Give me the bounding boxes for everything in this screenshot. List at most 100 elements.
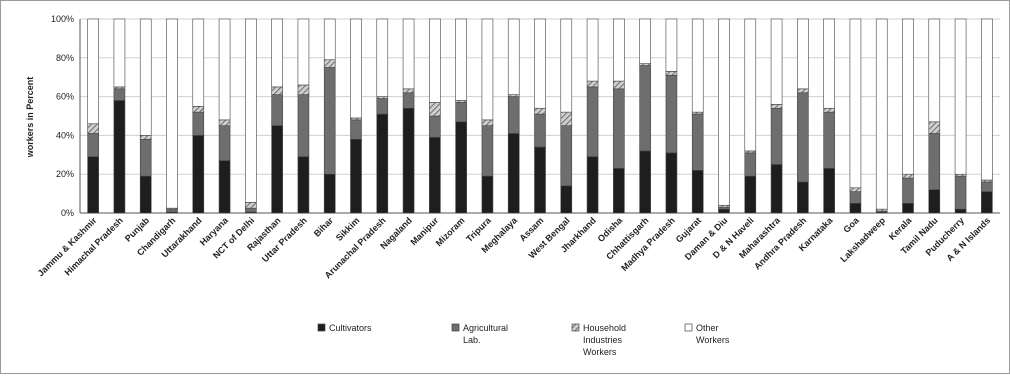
bar-segment-cultivators bbox=[770, 164, 783, 214]
bar-segment-agricultural-lab bbox=[218, 125, 231, 161]
bar-segment-cultivators bbox=[691, 170, 704, 214]
bar-segment-cultivators bbox=[534, 146, 546, 214]
bar-segment-cultivators bbox=[718, 208, 730, 214]
bar-segment-agricultural-lab bbox=[639, 65, 651, 152]
bar-segment-agricultural-lab bbox=[954, 175, 967, 210]
y-axis-label: workers in Percent bbox=[25, 77, 35, 159]
bar-segment-other-workers bbox=[402, 18, 415, 90]
bar-segment-agricultural-lab bbox=[691, 113, 704, 171]
bar-segment-agricultural-lab bbox=[744, 152, 757, 177]
bar-segment-household-industries bbox=[586, 80, 599, 88]
bar-segment-other-workers bbox=[875, 18, 888, 210]
bar-segment-other-workers bbox=[218, 18, 231, 121]
bar-segment-other-workers bbox=[113, 18, 126, 88]
bar-segment-agricultural-lab bbox=[166, 208, 178, 213]
bar-segment-household-industries bbox=[823, 107, 835, 113]
legend-label: Cultivators bbox=[329, 323, 372, 333]
legend-label: Lab. bbox=[463, 335, 481, 345]
bar-segment-other-workers bbox=[350, 18, 362, 119]
bar-segment-agricultural-lab bbox=[192, 111, 205, 136]
bar-segment-other-workers bbox=[639, 18, 651, 64]
bar-segment-other-workers bbox=[613, 18, 625, 82]
bar-segment-other-workers bbox=[481, 18, 494, 121]
bar-segment-other-workers bbox=[665, 18, 678, 72]
legend-swatch bbox=[571, 323, 580, 332]
bar-segment-household-industries bbox=[297, 84, 310, 95]
legend-item-cultivators: Cultivators bbox=[317, 323, 372, 333]
legend-item-other-workers: Other Workers bbox=[684, 323, 730, 345]
bar-segment-cultivators bbox=[87, 156, 99, 214]
bar-segment-agricultural-lab bbox=[902, 177, 914, 204]
bar-segment-agricultural-lab bbox=[507, 96, 520, 134]
bar-segment-household-industries bbox=[770, 104, 783, 109]
bar-segment-other-workers bbox=[954, 18, 967, 175]
bar-segment-household-industries bbox=[560, 111, 573, 127]
bar-segment-cultivators bbox=[954, 208, 967, 214]
bar-segment-household-industries bbox=[323, 59, 336, 68]
bar-segment-household-industries bbox=[139, 135, 152, 140]
legend: Cultivators Agricultural Lab. Household Indu… bbox=[317, 323, 730, 357]
bar-segment-household-industries bbox=[797, 88, 809, 94]
bar-segment-cultivators bbox=[902, 203, 914, 214]
bar-segment-cultivators bbox=[323, 173, 336, 214]
bar-segment-agricultural-lab bbox=[981, 181, 993, 192]
bar-segment-other-workers bbox=[297, 18, 310, 86]
bar-segment-cultivators bbox=[507, 133, 520, 214]
bar-segment-household-industries bbox=[87, 123, 99, 134]
bar-segment-other-workers bbox=[455, 18, 467, 101]
legend-swatch bbox=[317, 323, 326, 332]
bar-segment-other-workers bbox=[823, 18, 835, 109]
bar-segment-household-industries bbox=[429, 102, 441, 117]
bar-segment-cultivators bbox=[192, 135, 205, 214]
bar-segment-household-industries bbox=[402, 88, 415, 94]
bar-segment-agricultural-lab bbox=[376, 98, 389, 115]
bar-segment-other-workers bbox=[902, 18, 914, 175]
bar-segment-other-workers bbox=[770, 18, 783, 105]
bar-segment-cultivators bbox=[744, 175, 757, 214]
bar-segment-cultivators bbox=[113, 100, 126, 214]
bar-segment-agricultural-lab bbox=[849, 191, 862, 204]
bar-segment-agricultural-lab bbox=[113, 88, 126, 101]
bar-segment-household-industries bbox=[902, 173, 914, 179]
legend-label: Workers bbox=[696, 335, 730, 345]
bar-segment-agricultural-lab bbox=[271, 94, 283, 127]
bar-segment-cultivators bbox=[639, 150, 651, 214]
bar-segment-agricultural-lab bbox=[481, 125, 494, 177]
bar-segment-cultivators bbox=[297, 156, 310, 214]
bar-segment-cultivators bbox=[429, 137, 441, 214]
legend-swatch bbox=[684, 323, 693, 332]
bar-segment-cultivators bbox=[376, 113, 389, 214]
bar-segment-cultivators bbox=[481, 175, 494, 214]
bar-segment-household-industries bbox=[534, 107, 546, 115]
bar-segment-agricultural-lab bbox=[455, 102, 467, 123]
bar-segment-other-workers bbox=[429, 18, 441, 103]
bar-segment-other-workers bbox=[245, 18, 257, 203]
bar-segment-household-industries bbox=[481, 119, 494, 126]
bar-segment-agricultural-lab bbox=[928, 133, 941, 191]
bar-segment-agricultural-lab bbox=[823, 111, 835, 169]
bar-segment-household-industries bbox=[218, 119, 231, 126]
y-tick-label: 60% bbox=[56, 92, 74, 102]
bar-segment-other-workers bbox=[797, 18, 809, 90]
bar-segment-other-workers bbox=[87, 18, 99, 125]
bar-segment-cultivators bbox=[139, 175, 152, 214]
bar-segment-agricultural-lab bbox=[323, 67, 336, 175]
bar-segment-household-industries bbox=[245, 202, 257, 209]
y-tick-label: 0% bbox=[61, 208, 74, 218]
bar-segment-cultivators bbox=[402, 107, 415, 214]
bar-segment-cultivators bbox=[613, 168, 625, 214]
bar-segment-agricultural-lab bbox=[560, 125, 573, 187]
bar-segment-household-industries bbox=[271, 86, 283, 95]
bar-segment-cultivators bbox=[797, 181, 809, 214]
bar-segment-cultivators bbox=[928, 189, 941, 214]
bar-segment-other-workers bbox=[507, 18, 520, 95]
bar-segment-cultivators bbox=[271, 125, 283, 214]
y-tick-label: 100% bbox=[51, 14, 74, 24]
bar-segment-agricultural-lab bbox=[402, 92, 415, 109]
legend-label: Other bbox=[696, 323, 719, 333]
bar-segment-cultivators bbox=[849, 203, 862, 214]
bar-segment-cultivators bbox=[823, 168, 835, 214]
bar-segment-other-workers bbox=[166, 18, 178, 209]
